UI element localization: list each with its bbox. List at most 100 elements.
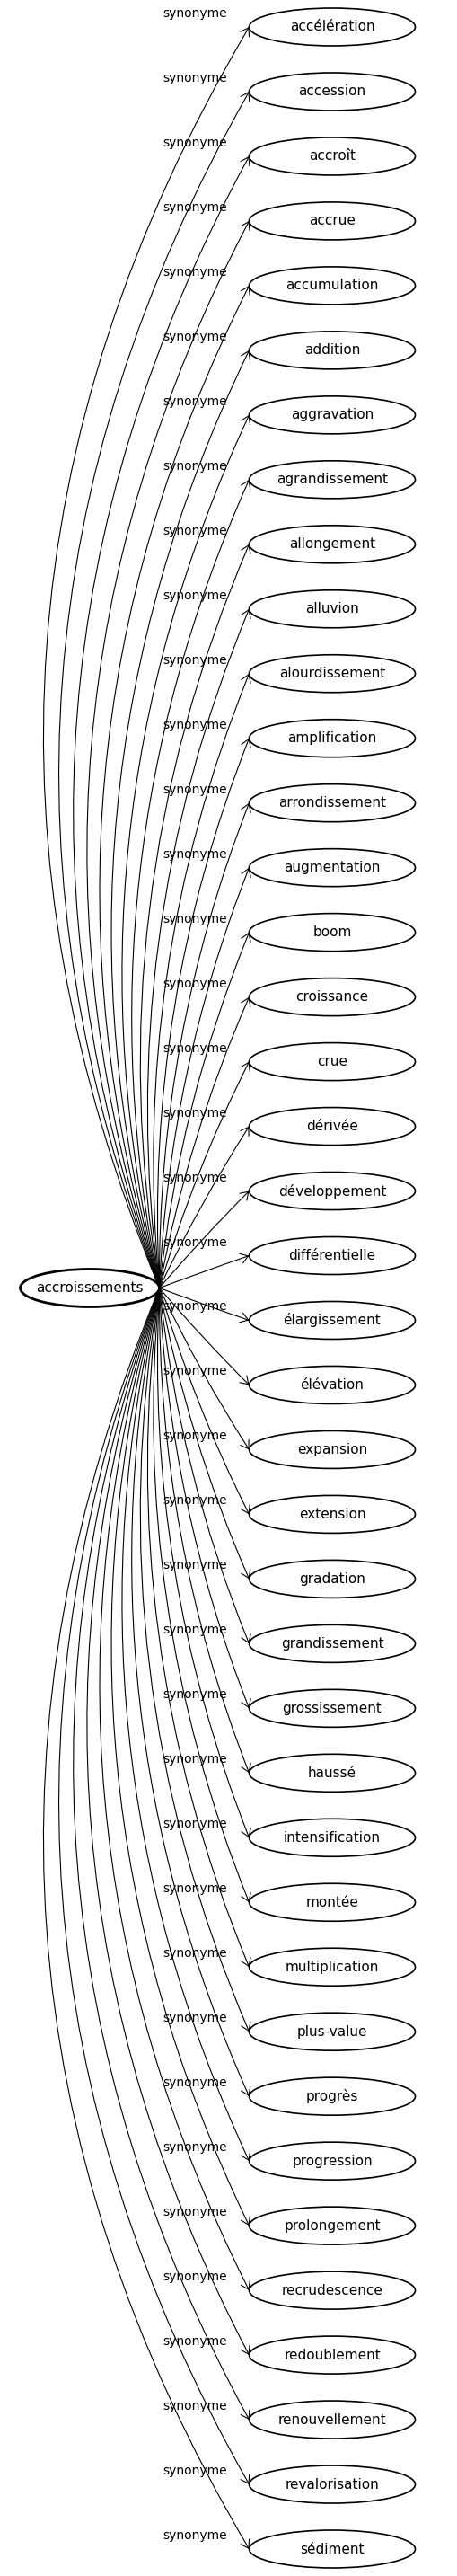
Text: synonyme: synonyme — [163, 1819, 227, 1832]
Text: crue: crue — [316, 1056, 347, 1069]
Text: progression: progression — [292, 2154, 372, 2169]
Text: accrue: accrue — [308, 214, 355, 227]
FancyArrowPatch shape — [140, 546, 250, 1288]
FancyArrowPatch shape — [159, 1061, 250, 1288]
FancyArrowPatch shape — [132, 1288, 250, 2094]
FancyArrowPatch shape — [159, 1128, 248, 1288]
FancyArrowPatch shape — [159, 1288, 248, 1383]
FancyArrowPatch shape — [159, 1288, 250, 1643]
FancyArrowPatch shape — [100, 1288, 250, 2290]
FancyArrowPatch shape — [111, 1288, 250, 2226]
Text: recrudescence: recrudescence — [281, 2285, 382, 2298]
Text: synonyme: synonyme — [163, 461, 227, 471]
Text: redoublement: redoublement — [283, 2349, 380, 2362]
Text: synonyme: synonyme — [163, 976, 227, 989]
Text: synonyme: synonyme — [163, 2141, 227, 2154]
Text: élévation: élévation — [300, 1378, 363, 1391]
FancyArrowPatch shape — [159, 1288, 248, 1448]
FancyArrowPatch shape — [159, 1193, 248, 1288]
Text: synonyme: synonyme — [163, 2465, 227, 2478]
Text: développement: développement — [277, 1185, 386, 1198]
FancyArrowPatch shape — [153, 675, 250, 1288]
Text: synonyme: synonyme — [163, 719, 227, 732]
Text: synonyme: synonyme — [163, 2205, 227, 2218]
FancyArrowPatch shape — [159, 1288, 250, 1772]
Text: dérivée: dérivée — [306, 1121, 357, 1133]
Text: synonyme: synonyme — [163, 2530, 227, 2543]
FancyArrowPatch shape — [159, 1288, 250, 1515]
Text: synonyme: synonyme — [163, 1754, 227, 1765]
FancyArrowPatch shape — [159, 868, 250, 1288]
Text: synonyme: synonyme — [163, 590, 227, 603]
Text: synonyme: synonyme — [163, 1301, 227, 1314]
Text: grossissement: grossissement — [282, 1703, 381, 1716]
Text: synonyme: synonyme — [163, 1494, 227, 1507]
Text: synonyme: synonyme — [163, 526, 227, 538]
Text: synonyme: synonyme — [163, 1430, 227, 1443]
Text: augmentation: augmentation — [283, 860, 380, 873]
FancyArrowPatch shape — [140, 1288, 250, 2030]
Text: accélération: accélération — [289, 21, 374, 33]
Text: synonyme: synonyme — [163, 1690, 227, 1700]
FancyArrowPatch shape — [159, 1288, 250, 1579]
Text: synonyme: synonyme — [163, 2336, 227, 2347]
FancyArrowPatch shape — [147, 611, 250, 1288]
Text: synonyme: synonyme — [163, 783, 227, 796]
FancyArrowPatch shape — [159, 933, 250, 1288]
Text: synonyme: synonyme — [163, 330, 227, 343]
FancyArrowPatch shape — [147, 1288, 250, 1965]
Text: sédiment: sédiment — [299, 2543, 364, 2555]
Text: synonyme: synonyme — [163, 265, 227, 278]
FancyArrowPatch shape — [87, 1288, 249, 2354]
FancyArrowPatch shape — [73, 157, 249, 1288]
Text: synonyme: synonyme — [163, 8, 227, 21]
Text: synonyme: synonyme — [163, 2012, 227, 2025]
Text: synonyme: synonyme — [163, 1172, 227, 1185]
Text: accumulation: accumulation — [285, 278, 378, 291]
Text: croissance: croissance — [295, 989, 368, 1005]
Text: expansion: expansion — [297, 1443, 367, 1455]
Text: amplification: amplification — [287, 732, 376, 744]
FancyArrowPatch shape — [111, 350, 250, 1288]
Text: accroît: accroît — [308, 149, 355, 162]
Text: renouvellement: renouvellement — [277, 2414, 386, 2427]
Text: alourdissement: alourdissement — [279, 667, 384, 680]
Text: addition: addition — [303, 343, 360, 358]
Text: synonyme: synonyme — [163, 1623, 227, 1636]
Text: plus-value: plus-value — [297, 2025, 367, 2038]
Text: alluvion: alluvion — [305, 603, 358, 616]
Text: synonyme: synonyme — [163, 1883, 227, 1896]
Text: élargissement: élargissement — [283, 1314, 380, 1327]
Text: boom: boom — [312, 925, 351, 940]
FancyArrowPatch shape — [122, 1288, 250, 2161]
FancyArrowPatch shape — [159, 1288, 250, 1708]
FancyArrowPatch shape — [159, 1255, 248, 1288]
Text: synonyme: synonyme — [163, 1947, 227, 1960]
FancyArrowPatch shape — [157, 1288, 250, 1837]
Text: accession: accession — [298, 85, 365, 98]
FancyArrowPatch shape — [122, 415, 250, 1288]
Text: synonyme: synonyme — [163, 137, 227, 149]
Text: prolongement: prolongement — [283, 2218, 380, 2233]
Text: extension: extension — [298, 1507, 365, 1520]
Text: synonyme: synonyme — [163, 394, 227, 407]
Text: allongement: allongement — [288, 538, 375, 551]
Text: synonyme: synonyme — [163, 1558, 227, 1571]
Text: aggravation: aggravation — [290, 407, 373, 422]
FancyArrowPatch shape — [159, 997, 250, 1288]
Text: multiplication: multiplication — [285, 1960, 378, 1973]
Text: arrondissement: arrondissement — [278, 796, 385, 809]
Text: synonyme: synonyme — [163, 2076, 227, 2089]
Text: synonyme: synonyme — [163, 654, 227, 667]
Text: haussé: haussé — [307, 1767, 356, 1780]
FancyArrowPatch shape — [59, 1288, 249, 2483]
FancyArrowPatch shape — [43, 28, 249, 1288]
Text: synonyme: synonyme — [163, 1365, 227, 1378]
FancyArrowPatch shape — [100, 286, 250, 1288]
FancyArrowPatch shape — [73, 1288, 249, 2419]
Text: synonyme: synonyme — [163, 1108, 227, 1118]
FancyArrowPatch shape — [159, 1288, 248, 1321]
Text: gradation: gradation — [298, 1571, 365, 1587]
Text: agrandissement: agrandissement — [276, 474, 387, 487]
Text: synonyme: synonyme — [163, 912, 227, 925]
